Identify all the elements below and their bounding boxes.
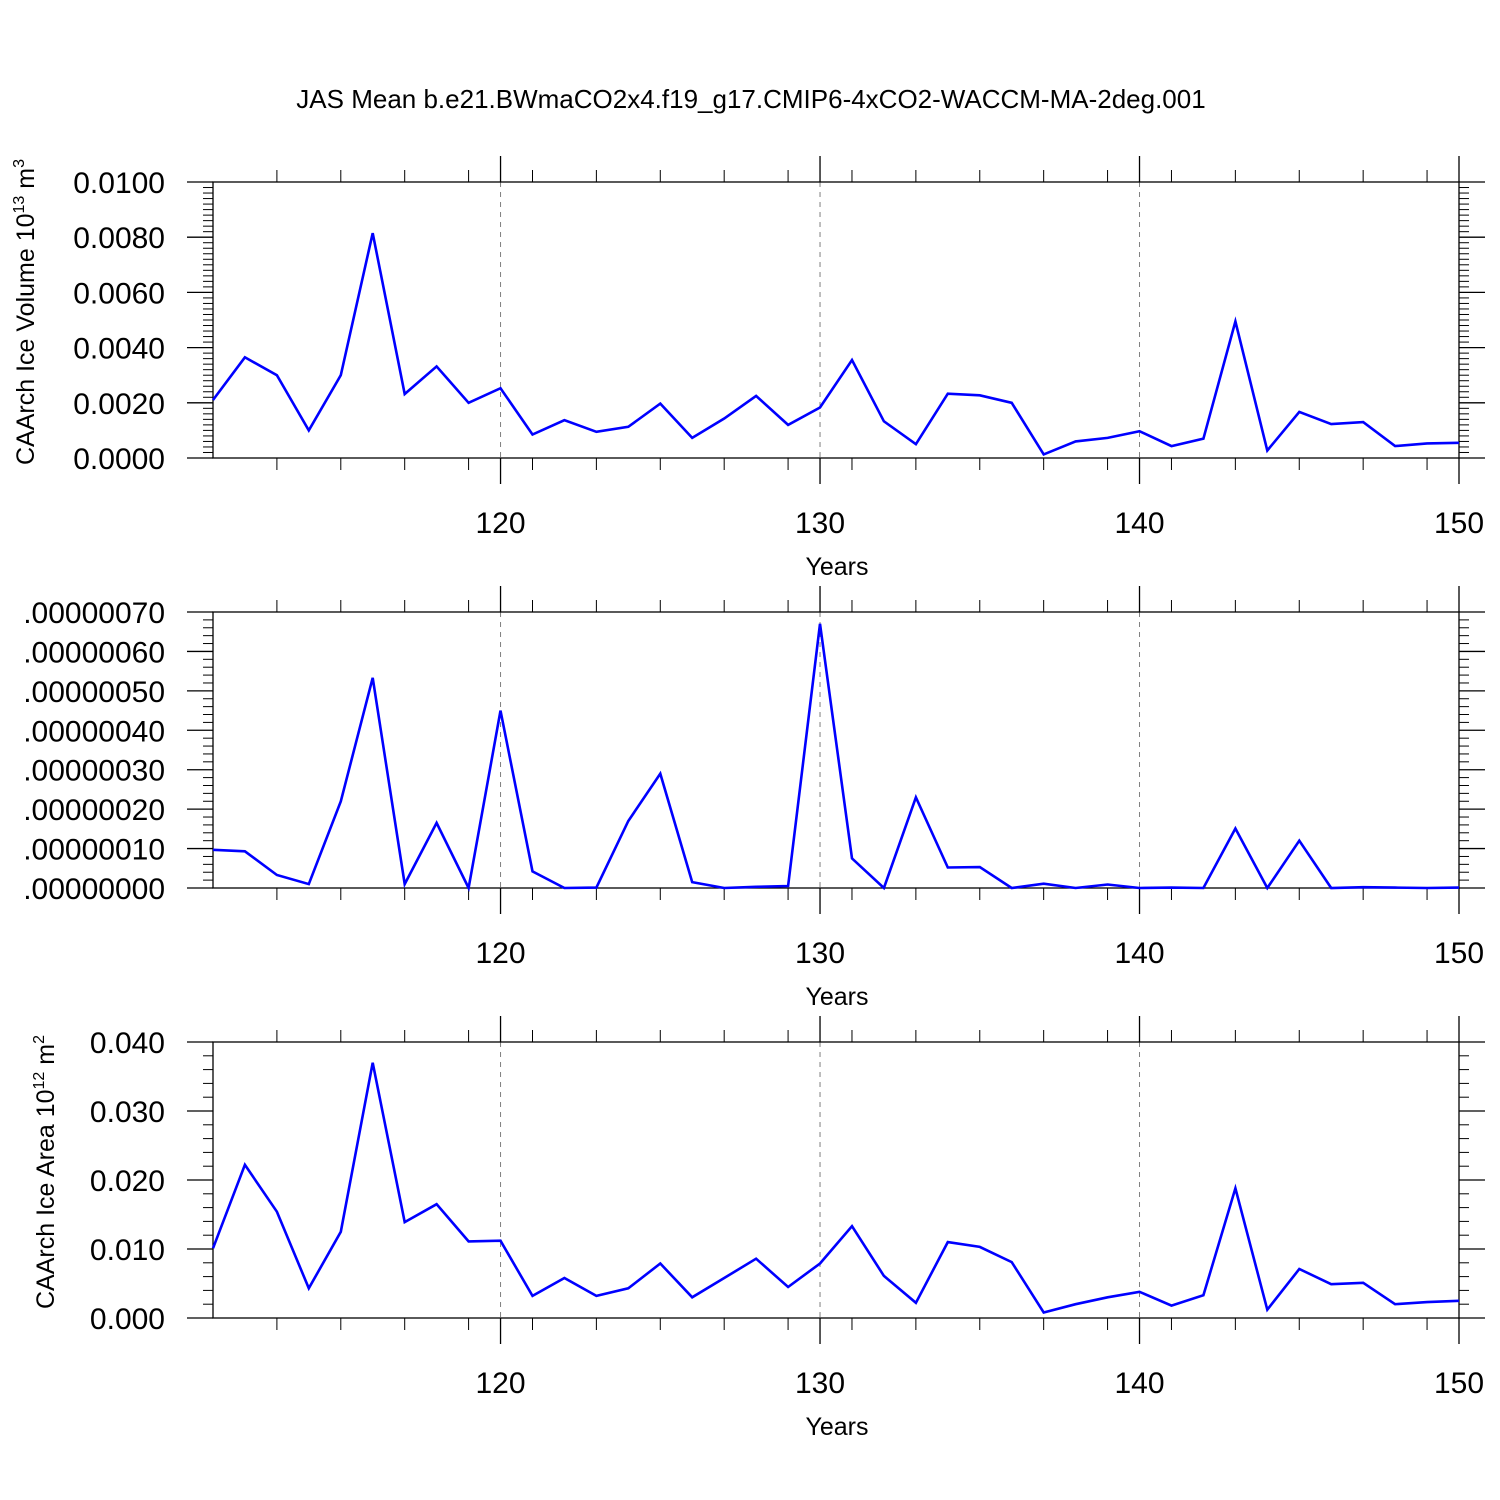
chart-panel-2: .00000000 .00000010 .00000020 .00000030 .000… <box>23 586 1485 1011</box>
x-tick-label: 150 <box>1434 1367 1484 1400</box>
y-tick-label: .00000050 <box>23 676 165 709</box>
x-tick-label: 120 <box>476 937 526 970</box>
x-tick-label: 130 <box>795 937 845 970</box>
series-line <box>211 232 1460 457</box>
y-tick-label: .00000010 <box>23 834 165 867</box>
series-line <box>212 623 1460 893</box>
y-tick-label: .00000070 <box>23 597 165 630</box>
y-tick-label: 0.010 <box>90 1234 165 1267</box>
y-tick-label: 0.000 <box>90 1303 165 1336</box>
y-tick-label: 0.0000 <box>73 443 165 476</box>
x-tick-label: 140 <box>1114 1367 1164 1400</box>
y-tick-label: 0.0080 <box>73 222 165 255</box>
series-line <box>211 1062 1460 1314</box>
x-tick-label: 150 <box>1434 507 1484 540</box>
y-tick-label: 0.040 <box>90 1027 165 1060</box>
x-tick-label: 150 <box>1434 937 1484 970</box>
panels: 0.0000 0.0020 0.0040 0.0060 0.0080 0.0100 120 1… <box>11 156 1485 1441</box>
y-axis-label: CAArch Ice Volume 1013 m3 <box>11 159 40 465</box>
figure-title: JAS Mean b.e21.BWmaCO2x4.f19_g17.CMIP6-4… <box>296 84 1205 114</box>
y-tick-label: .00000000 <box>23 873 165 906</box>
y-tick-label: .00000030 <box>23 755 165 788</box>
y-tick-label: .00000040 <box>23 715 165 748</box>
y-tick-label: 0.0060 <box>73 277 165 310</box>
x-tick-label: 130 <box>795 507 845 540</box>
x-axis-label: Years <box>805 983 868 1011</box>
y-tick-label: .00000060 <box>23 636 165 669</box>
y-tick-label: .00000020 <box>23 794 165 827</box>
y-tick-label: 0.030 <box>90 1096 165 1129</box>
y-axis-label: CAArch Ice Area 1012 m2 <box>31 1035 60 1309</box>
x-tick-label: 140 <box>1114 507 1164 540</box>
chart-panel-3: 0.000 0.010 0.020 0.030 0.040 120 130 140 150 Yea… <box>31 1016 1485 1441</box>
x-tick-label: 130 <box>795 1367 845 1400</box>
chart-panel-1: 0.0000 0.0020 0.0040 0.0060 0.0080 0.0100 120 1… <box>11 156 1485 581</box>
plot-frame <box>212 611 1460 889</box>
y-tick-label: 0.0040 <box>73 333 165 366</box>
plot-frame <box>212 181 1460 459</box>
y-tick-label: 0.020 <box>90 1165 165 1198</box>
x-tick-label: 120 <box>476 507 526 540</box>
plot-frame <box>212 1041 1460 1319</box>
x-axis-label: Years <box>805 553 868 581</box>
y-tick-label: 0.0020 <box>73 388 165 421</box>
y-tick-label: 0.0100 <box>73 167 165 200</box>
x-tick-label: 140 <box>1114 937 1164 970</box>
x-tick-label: 120 <box>476 1367 526 1400</box>
x-axis-label: Years <box>805 1413 868 1441</box>
